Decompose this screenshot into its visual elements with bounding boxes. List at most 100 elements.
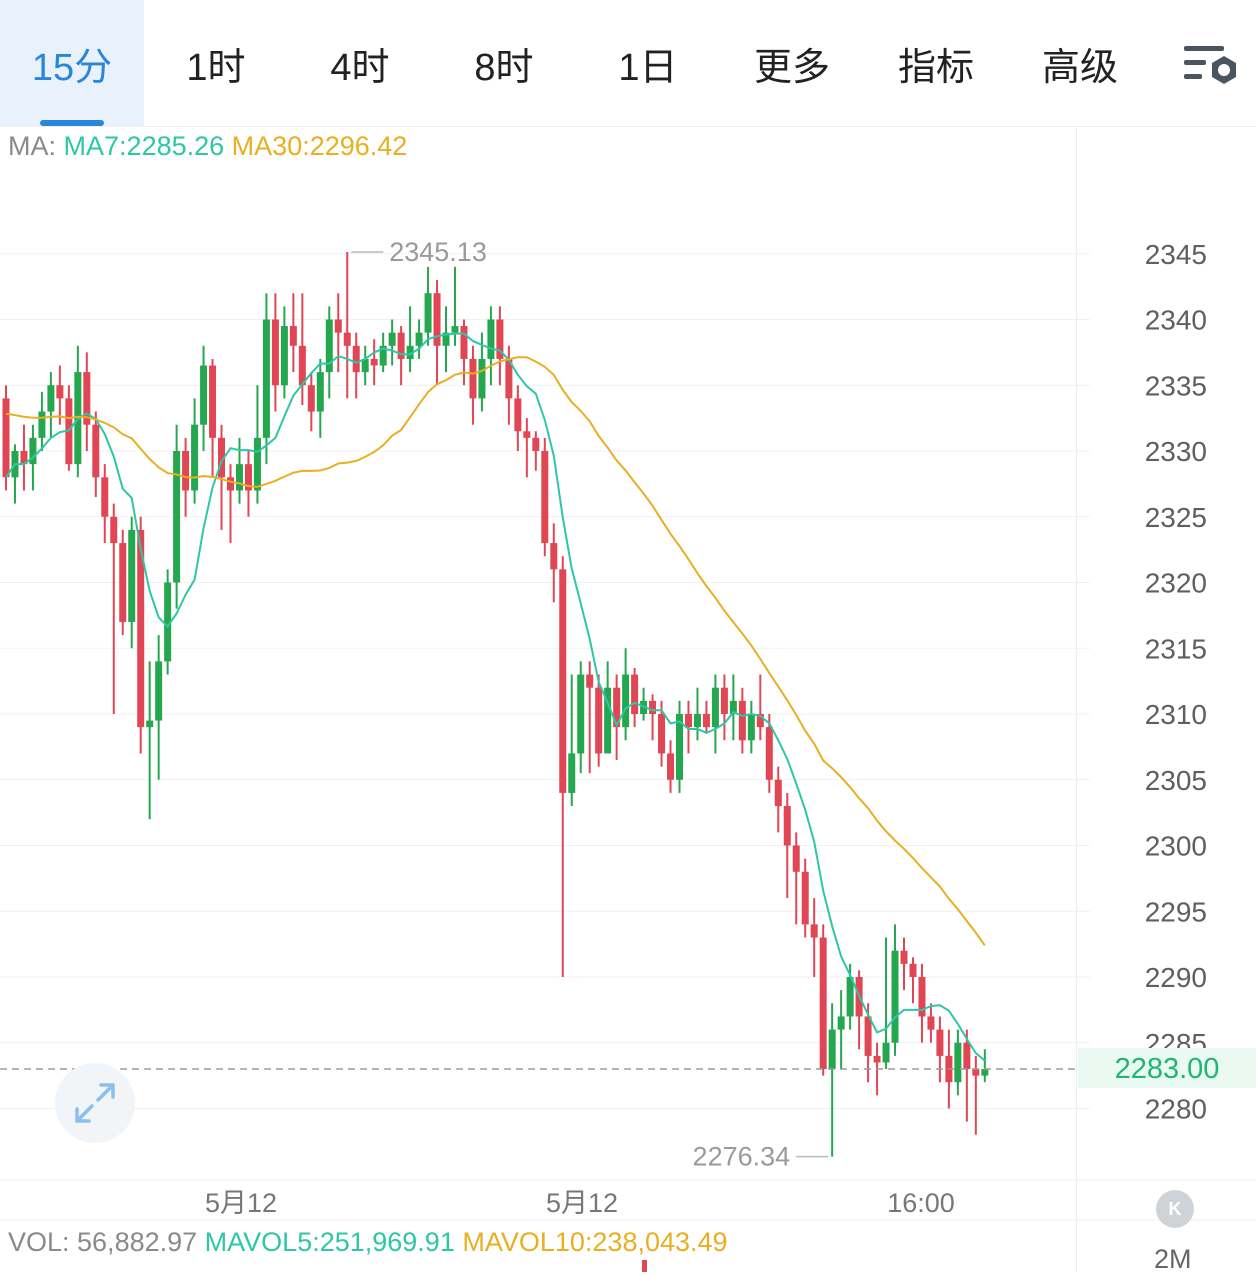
candle-down — [496, 319, 504, 359]
candlestick-chart[interactable]: 2345 2340 2335 2330 2325 2320 2315 2310 2305 2300… — [0, 126, 1256, 1272]
candle-up — [146, 720, 154, 728]
candle-down — [298, 345, 306, 386]
candle-up — [155, 661, 163, 721]
candle-down — [801, 871, 809, 925]
candle-down — [307, 385, 315, 412]
candle-down — [83, 372, 91, 425]
candle-down — [433, 293, 441, 346]
candle-up — [828, 1029, 836, 1070]
chart-settings-icon — [1184, 46, 1236, 84]
candle-down — [532, 437, 540, 451]
candle-down — [352, 345, 360, 373]
tab-2[interactable]: 4时 — [288, 0, 432, 126]
tab-0[interactable]: 15分 — [0, 0, 144, 126]
candle-down — [658, 714, 666, 754]
y-tick-label: 2280 — [1145, 1094, 1207, 1125]
candle-down — [684, 714, 692, 728]
candle-up — [747, 714, 755, 741]
candle-up — [47, 385, 55, 412]
y-tick-label: 2345 — [1145, 239, 1207, 270]
candle-down — [810, 924, 818, 938]
chart-settings-button[interactable] — [1182, 42, 1240, 92]
tab-1[interactable]: 1时 — [144, 0, 288, 126]
tab-label: 8时 — [474, 47, 534, 89]
candle-up — [487, 319, 495, 359]
candle-down — [900, 950, 908, 964]
candle-up — [424, 293, 432, 333]
candle-up — [451, 326, 459, 333]
tab-label: 1日 — [618, 47, 678, 89]
candle-down — [649, 700, 657, 714]
candle-up — [568, 753, 576, 793]
tab-4[interactable]: 1日 — [576, 0, 720, 126]
candle-down — [209, 365, 217, 438]
y-tick-label: 2330 — [1145, 436, 1207, 467]
candle-up — [379, 345, 387, 366]
candle-down — [137, 529, 145, 728]
candle-down — [765, 727, 773, 780]
y-tick-label: 2325 — [1145, 502, 1207, 533]
candle-up — [235, 464, 243, 491]
candle-up — [478, 358, 486, 399]
candle-up — [262, 319, 270, 438]
k-line-button[interactable]: K — [1156, 1190, 1194, 1228]
ma-legend-prefix: MA: — [8, 131, 57, 161]
candle-down — [2, 398, 10, 478]
candle-down — [613, 687, 621, 728]
expand-chart-button[interactable] — [55, 1063, 135, 1143]
candle-down — [227, 477, 234, 491]
x-tick-label: 5月12 — [205, 1188, 277, 1218]
candles-group — [2, 252, 989, 1157]
candle-up — [280, 326, 288, 386]
candle-up — [29, 437, 37, 465]
active-tab-indicator — [40, 120, 104, 126]
candle-down — [792, 845, 800, 872]
candle-down — [110, 516, 118, 544]
candle-up — [38, 411, 46, 438]
candle-up — [406, 345, 414, 359]
candle-down — [702, 714, 710, 728]
candle-up — [981, 1069, 989, 1076]
tab-3[interactable]: 8时 — [432, 0, 576, 126]
tab-7[interactable]: 高级 — [1008, 0, 1152, 126]
candle-up — [361, 358, 369, 373]
volume-bar — [642, 1260, 647, 1272]
ma30-value: MA30:2296.42 — [231, 131, 408, 161]
candle-down — [819, 937, 827, 1070]
candle-up — [442, 332, 450, 346]
candle-down — [469, 358, 477, 399]
y-tick-label: 2310 — [1145, 699, 1207, 730]
candle-down — [119, 543, 127, 622]
high-annotation: 2345.13 — [389, 237, 487, 267]
tab-6[interactable]: 指标 — [864, 0, 1008, 126]
candle-down — [523, 431, 531, 438]
candle-down — [370, 358, 378, 366]
candle-up — [711, 687, 719, 728]
candle-up — [729, 700, 737, 714]
candle-down — [595, 687, 603, 754]
candle-up — [622, 674, 630, 728]
tab-5[interactable]: 更多 — [720, 0, 864, 126]
volume-axis-label: 2M — [1154, 1244, 1192, 1274]
candle-down — [667, 753, 675, 780]
candle-down — [738, 700, 746, 741]
vol-value: VOL: 56,882.97 — [8, 1227, 198, 1257]
candle-up — [164, 582, 172, 662]
tab-label: 高级 — [1041, 47, 1118, 89]
candle-down — [972, 1069, 980, 1076]
y-tick-label: 2290 — [1145, 962, 1207, 993]
candle-down — [343, 332, 351, 346]
y-tick-label: 2315 — [1145, 633, 1207, 664]
candle-up — [891, 950, 899, 1043]
candle-down — [218, 437, 226, 478]
candle-down — [56, 385, 64, 399]
candle-down — [460, 326, 468, 359]
candle-up — [200, 365, 208, 425]
candle-up — [846, 977, 854, 1017]
low-annotation: 2276.34 — [693, 1142, 791, 1172]
candle-up — [676, 714, 683, 780]
x-tick-label: 5月12 — [546, 1188, 618, 1218]
candle-down — [720, 687, 728, 714]
tab-label: 4时 — [330, 47, 390, 89]
candle-down — [550, 543, 558, 570]
